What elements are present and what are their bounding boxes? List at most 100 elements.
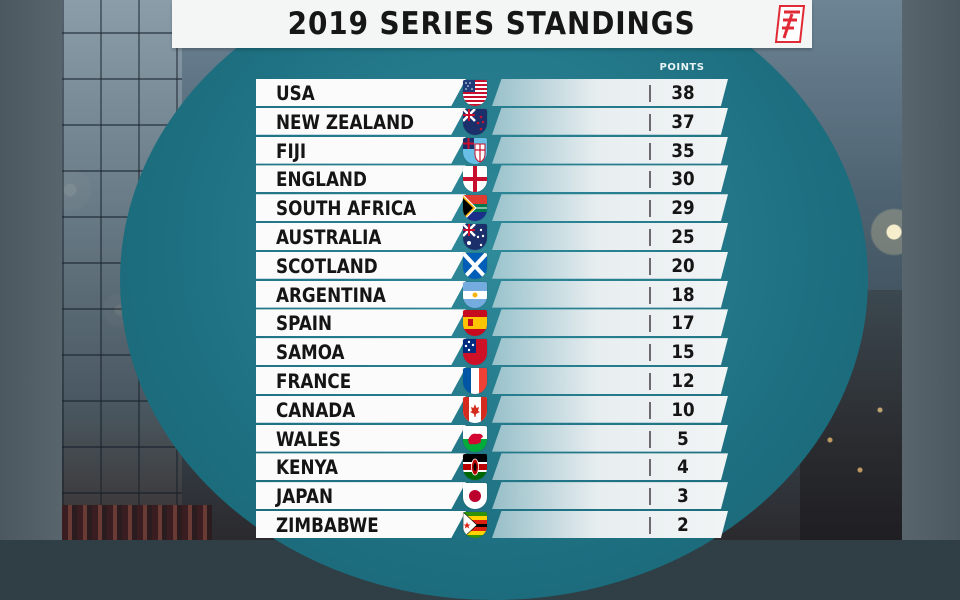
team-name: ZIMBABWE [276, 513, 379, 537]
score-divider [649, 142, 651, 160]
team-points: 15 [671, 341, 695, 364]
standings-row: ARGENTINA 18 [256, 280, 736, 310]
score-divider [649, 257, 651, 275]
score-divider [649, 488, 651, 506]
team-name-plate [256, 280, 466, 308]
team-name-plate [256, 366, 466, 394]
new-zealand-flag-icon [463, 109, 487, 135]
crowd [62, 505, 212, 540]
score-divider [649, 315, 651, 333]
team-name: SPAIN [276, 312, 333, 336]
team-points: 38 [671, 82, 695, 104]
argentina-flag-icon [463, 282, 487, 308]
standings-row: SAMOA 15 [256, 338, 736, 367]
score-divider [649, 401, 651, 419]
title-banner: 2019 SERIES STANDINGS [172, 0, 812, 48]
score-divider [649, 430, 651, 448]
team-name: NEW ZEALAND [276, 110, 415, 134]
team-name: SAMOA [276, 341, 345, 365]
score-divider [649, 113, 651, 131]
score-divider [649, 85, 651, 102]
team-name: USA [276, 82, 315, 105]
page-title: 2019 SERIES STANDINGS [288, 6, 696, 42]
team-points: 3 [677, 485, 689, 508]
team-name: KENYA [276, 456, 339, 480]
team-points: 5 [677, 427, 689, 450]
score-plate [492, 280, 728, 308]
team-points: 35 [671, 139, 695, 162]
score-divider [649, 516, 651, 534]
team-name: SCOTLAND [276, 254, 378, 278]
team-name-plate [256, 309, 466, 337]
standings-table: USA 38 NEW ZEALAND 37 FIJI 35 ENGLAND 30 SOUTH A… [256, 79, 736, 540]
score-plate [492, 194, 728, 222]
score-plate [492, 366, 728, 394]
score-plate [492, 424, 728, 452]
score-plate [492, 453, 728, 481]
score-divider [649, 372, 651, 390]
team-name-plate [256, 107, 466, 135]
team-name: CANADA [276, 398, 356, 422]
letterbox-right [902, 0, 960, 540]
japan-flag-icon [463, 483, 487, 509]
team-name: FIJI [276, 139, 307, 163]
score-plate [492, 107, 728, 135]
team-name: SOUTH AFRICA [276, 197, 417, 221]
team-name-plate [256, 338, 466, 366]
zimbabwe-flag-icon [463, 512, 487, 538]
usa-flag-icon [463, 80, 487, 106]
team-points: 30 [671, 168, 695, 191]
team-points: 25 [671, 225, 695, 248]
canada-flag-icon [463, 397, 487, 423]
score-plate [492, 136, 728, 164]
team-points: 18 [671, 283, 695, 306]
score-plate [492, 395, 728, 423]
score-plate [492, 165, 728, 193]
france-flag-icon [463, 368, 487, 394]
standings-row: SPAIN 17 [256, 309, 736, 338]
standings-row: AUSTRALIA 25 [256, 222, 736, 252]
team-name: JAPAN [276, 485, 333, 509]
standings-row: FRANCE 12 [256, 366, 736, 396]
score-plate [492, 510, 728, 538]
team-name-plate [256, 510, 466, 538]
standings-row: SOUTH AFRICA 29 [256, 194, 736, 223]
standings-row: FIJI 35 [256, 136, 736, 166]
kenya-flag-icon [463, 454, 487, 480]
score-plate [492, 222, 728, 250]
team-name: AUSTRALIA [276, 225, 382, 249]
team-name: FRANCE [276, 369, 352, 393]
spain-flag-icon [463, 310, 487, 336]
score-plate [492, 338, 728, 366]
score-plate [492, 251, 728, 279]
australia-flag-icon [463, 224, 487, 250]
team-name-plate [256, 79, 466, 106]
standings-row: USA 38 [256, 79, 736, 108]
standings-row: WALES 5 [256, 424, 736, 454]
team-points: 20 [671, 254, 695, 277]
team-name-plate [256, 424, 466, 452]
score-divider [649, 171, 651, 189]
team-name-plate [256, 482, 466, 510]
south-africa-flag-icon [463, 195, 487, 221]
score-plate [492, 309, 728, 337]
team-points: 2 [677, 513, 689, 536]
score-divider [649, 200, 651, 218]
team-name: ARGENTINA [276, 283, 386, 307]
score-divider [649, 344, 651, 362]
score-divider [649, 286, 651, 304]
wales-flag-icon [463, 426, 487, 452]
standings-row: SCOTLAND 20 [256, 251, 736, 281]
team-name-plate [256, 395, 466, 423]
teal-oval-backdrop [120, 0, 868, 600]
team-name-plate [256, 165, 466, 193]
team-points: 12 [671, 369, 695, 392]
series-logo-icon [774, 5, 806, 43]
standings-row: ENGLAND 30 [256, 165, 736, 194]
standings-row: CANADA 10 [256, 395, 736, 425]
team-name-plate [256, 194, 466, 222]
england-flag-icon [463, 166, 487, 192]
letterbox-left [0, 0, 62, 540]
points-column-header: POINTS [659, 62, 705, 73]
standings-row: JAPAN 3 [256, 482, 736, 511]
